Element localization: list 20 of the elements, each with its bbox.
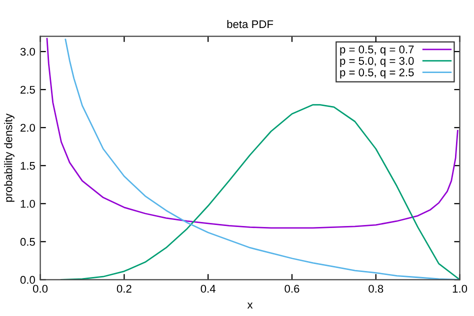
x-tick-label: 1.0 bbox=[452, 284, 468, 293]
legend-label: p = 0.5, q = 0.7 bbox=[340, 46, 414, 56]
legend-label: p = 5.0, q = 3.0 bbox=[340, 56, 414, 68]
y-tick-label: 1.5 bbox=[20, 162, 35, 170]
x-tick-label: 0.2 bbox=[116, 284, 132, 293]
chart-title: beta PDF bbox=[227, 20, 274, 28]
y-tick-label: 3.0 bbox=[20, 48, 35, 56]
x-tick-label: 0.8 bbox=[368, 284, 384, 293]
line-series bbox=[46, 38, 458, 229]
x-tick-label: 0.0 bbox=[33, 284, 48, 293]
y-tick-label: 0.0 bbox=[20, 276, 35, 284]
y-tick-label: 0.5 bbox=[20, 238, 35, 246]
y-tick-label: 1.0 bbox=[20, 200, 35, 208]
y-axis-title: probability density bbox=[4, 114, 14, 202]
x-tick-label: 0.4 bbox=[200, 284, 216, 293]
y-tick-label: 2.0 bbox=[20, 124, 35, 132]
x-tick-label: 0.6 bbox=[284, 284, 300, 293]
legend-label: p = 0.5, q = 2.5 bbox=[340, 68, 414, 79]
x-axis-title: x bbox=[247, 302, 253, 308]
y-tick-label: 2.5 bbox=[20, 86, 35, 94]
